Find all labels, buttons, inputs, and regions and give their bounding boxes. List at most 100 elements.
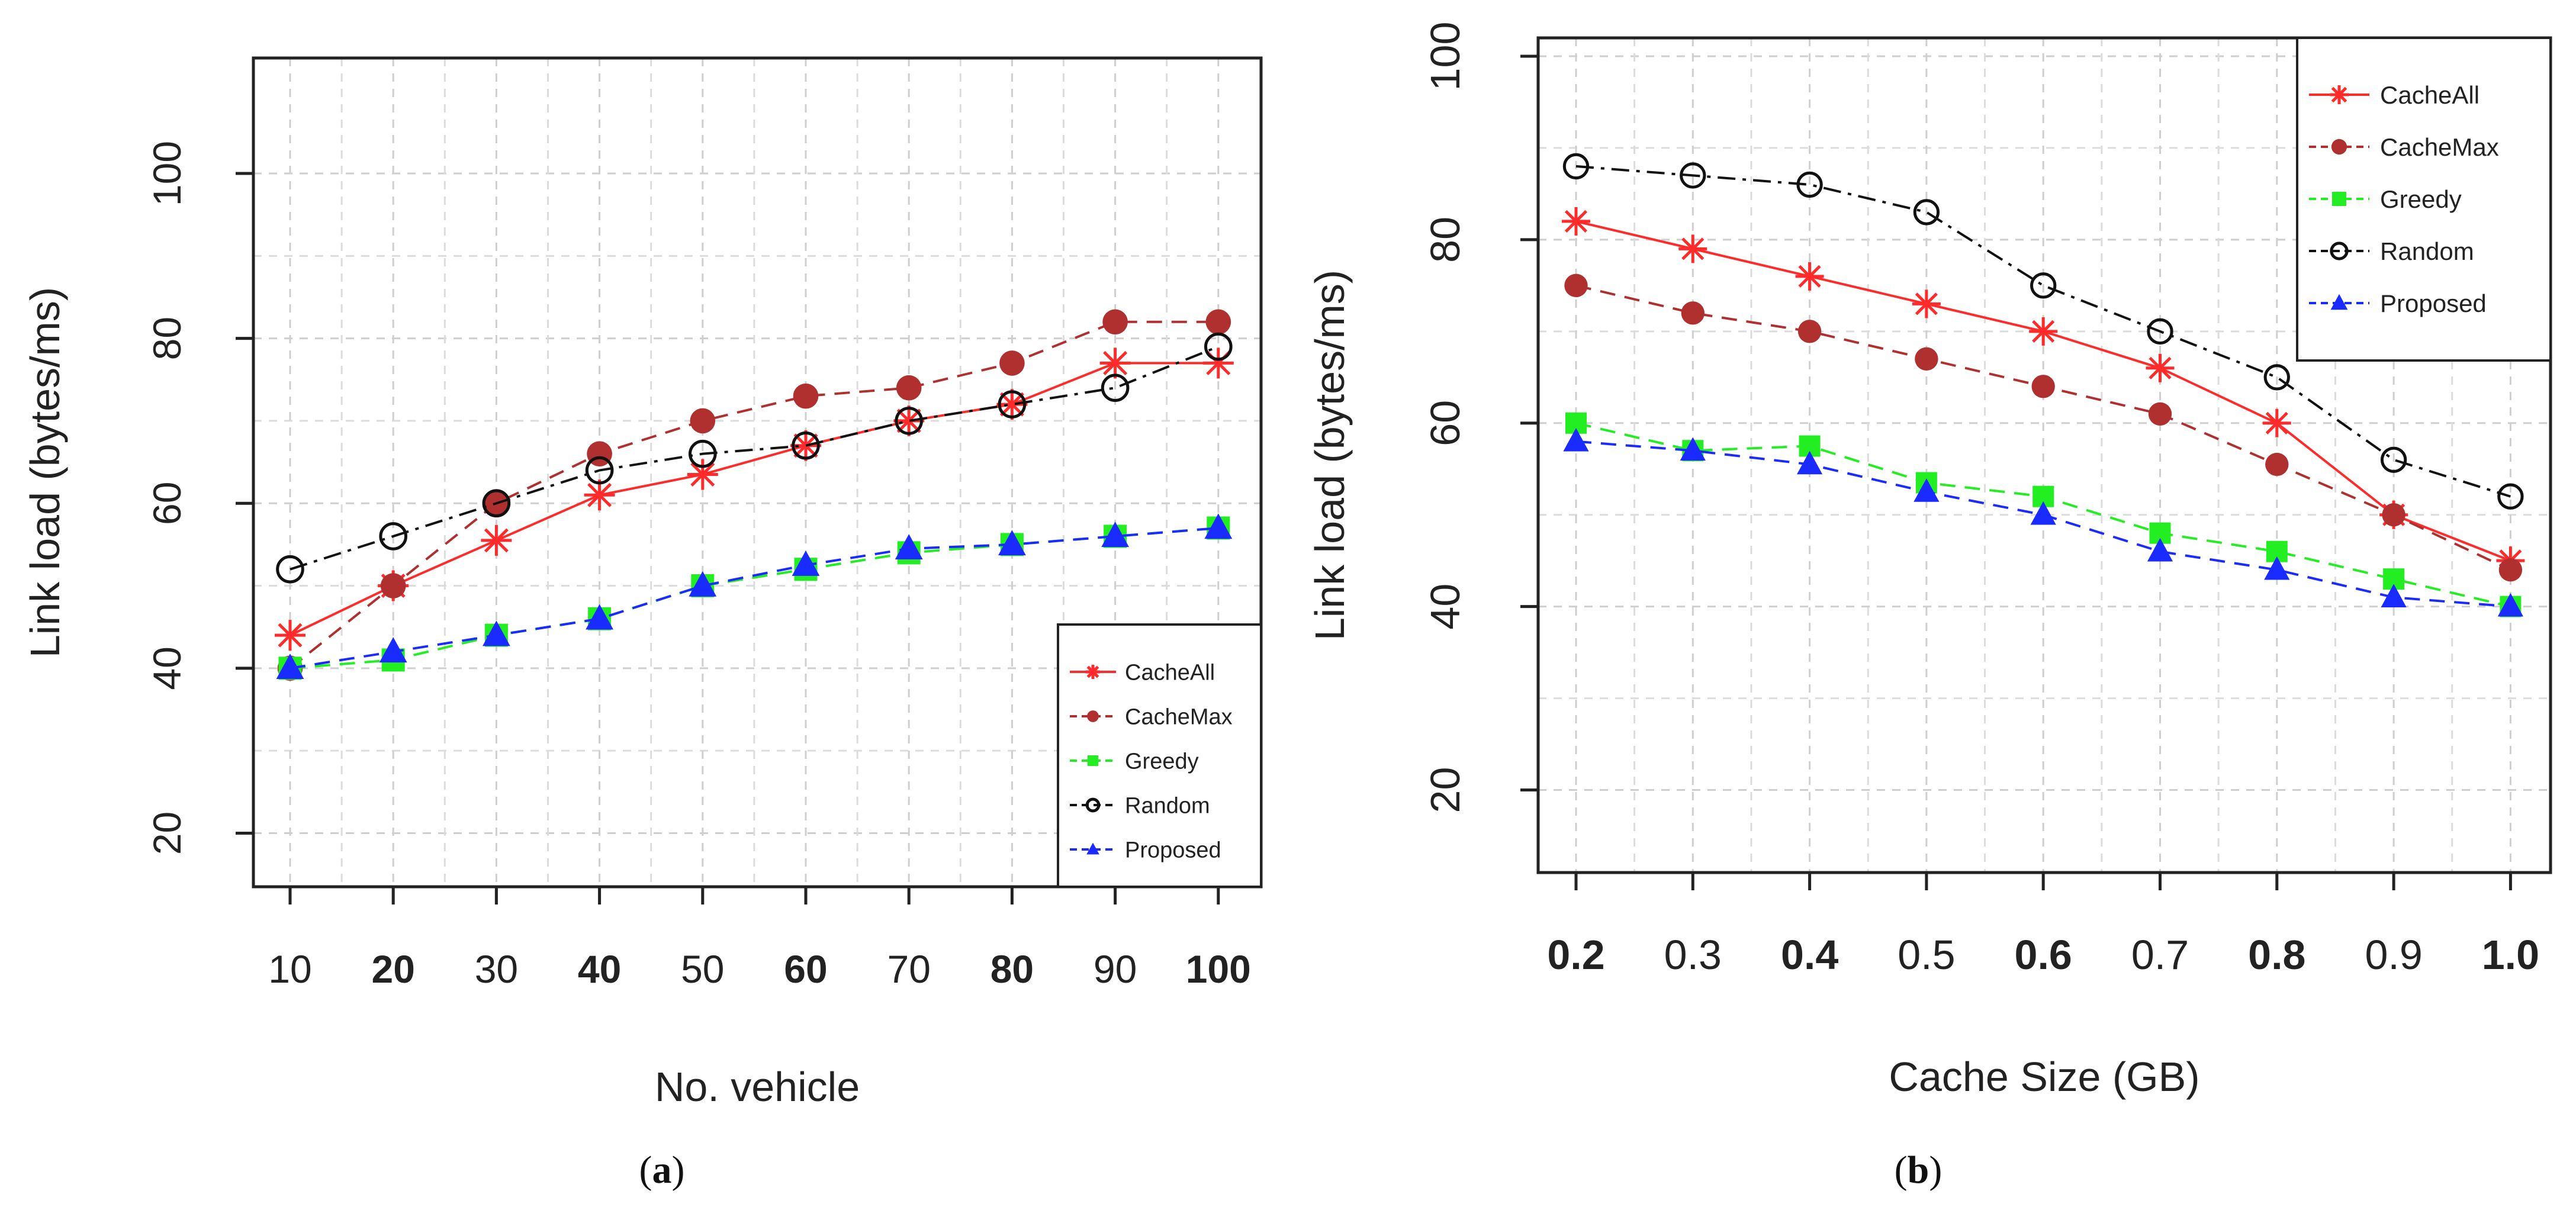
data-point bbox=[2146, 353, 2175, 382]
series-cachemax bbox=[277, 309, 1231, 681]
data-point bbox=[792, 431, 820, 460]
marker-shape bbox=[1681, 301, 1705, 325]
marker-shape bbox=[1562, 153, 1590, 180]
marker-stroke bbox=[2149, 356, 2172, 379]
data-point bbox=[1102, 309, 1128, 335]
data-point bbox=[483, 620, 510, 646]
data-point bbox=[482, 489, 511, 518]
legend-marker bbox=[2330, 242, 2349, 260]
marker-shape bbox=[689, 571, 717, 597]
data-point bbox=[690, 408, 716, 434]
y-tick-label: 80 bbox=[1422, 217, 1468, 263]
legend-marker bbox=[2330, 85, 2349, 104]
data-point bbox=[2148, 402, 2172, 426]
data-point bbox=[1913, 478, 1940, 502]
chart-panel-a: 10 20 30 40 50 60 70 80 90 100 20 40 60 80 100 No. vehi… bbox=[22, 56, 1263, 1192]
marker-stroke bbox=[587, 482, 612, 507]
caption-letter: a bbox=[652, 1148, 672, 1192]
legend-marker bbox=[1085, 797, 1101, 813]
series-random bbox=[1562, 153, 2524, 510]
marker-shape bbox=[2147, 318, 2173, 345]
data-point bbox=[793, 383, 819, 409]
x-tick-label: 80 bbox=[990, 947, 1034, 991]
data-point bbox=[275, 620, 305, 651]
y-axis-title: Link load (bytes/ms) bbox=[22, 287, 68, 658]
marker-shape bbox=[1913, 199, 1940, 226]
marker-shape bbox=[2147, 537, 2173, 562]
legend: CacheAll CacheMax Greedy Random Proposed bbox=[2296, 37, 2552, 362]
marker-shape bbox=[793, 383, 819, 409]
marker-shape bbox=[895, 407, 924, 435]
data-point bbox=[2147, 537, 2173, 562]
marker-shape bbox=[998, 390, 1027, 419]
x-tick-label: 0.6 bbox=[2015, 932, 2072, 978]
marker-shape bbox=[379, 522, 408, 551]
marker-shape bbox=[2330, 294, 2348, 310]
data-point bbox=[2030, 272, 2057, 299]
marker-shape bbox=[2332, 192, 2346, 206]
marker-shape bbox=[1101, 522, 1129, 548]
marker-stroke bbox=[1564, 210, 1588, 233]
data-point bbox=[586, 604, 613, 630]
data-point bbox=[1099, 347, 1131, 379]
marker-shape bbox=[1087, 710, 1099, 722]
marker-stroke bbox=[793, 433, 818, 458]
series-line bbox=[290, 527, 1218, 670]
data-point bbox=[689, 571, 717, 597]
marker-stroke bbox=[1798, 265, 1821, 288]
data-point bbox=[1562, 153, 1590, 180]
data-point bbox=[2380, 446, 2407, 473]
marker-shape bbox=[690, 408, 716, 434]
marker-shape bbox=[1797, 450, 1823, 475]
series-line bbox=[290, 362, 1218, 636]
data-point bbox=[584, 479, 615, 511]
data-point bbox=[2030, 501, 2056, 525]
x-tick-label: 30 bbox=[475, 947, 518, 991]
y-tick-label: 40 bbox=[145, 646, 189, 690]
legend-label: Proposed bbox=[2380, 289, 2487, 317]
marker-shape bbox=[2030, 501, 2056, 525]
data-point bbox=[2498, 558, 2523, 582]
x-tick-label: 90 bbox=[1094, 947, 1137, 991]
data-point bbox=[1913, 199, 1940, 226]
data-point bbox=[1563, 427, 1589, 452]
marker-stroke bbox=[1086, 665, 1099, 678]
marker-shape bbox=[2148, 402, 2172, 426]
legend-label: CacheMax bbox=[1125, 705, 1233, 730]
y-tick-label: 20 bbox=[145, 812, 189, 855]
marker-shape bbox=[1563, 427, 1589, 452]
marker-shape bbox=[1913, 478, 1940, 502]
data-point bbox=[792, 551, 820, 576]
marker-shape bbox=[792, 551, 820, 576]
marker-shape bbox=[1680, 437, 1706, 461]
marker-shape bbox=[1102, 309, 1128, 335]
marker-shape bbox=[585, 456, 614, 485]
y-axis-title: Link load (bytes/ms) bbox=[1307, 270, 1353, 640]
x-tick-label: 10 bbox=[268, 947, 311, 991]
x-axis-title: No. vehicle bbox=[655, 1064, 860, 1110]
data-point bbox=[2263, 364, 2290, 391]
marker-shape bbox=[2497, 593, 2523, 617]
data-point bbox=[998, 390, 1027, 419]
data-point bbox=[2031, 375, 2055, 398]
data-point bbox=[1562, 207, 1590, 236]
marker-shape bbox=[2031, 375, 2055, 398]
marker-shape bbox=[2264, 556, 2290, 580]
legend-marker bbox=[1087, 710, 1099, 722]
panel-caption: (a) bbox=[639, 1148, 685, 1192]
marker-shape bbox=[2265, 452, 2289, 477]
marker-stroke bbox=[1915, 292, 1938, 316]
marker-shape bbox=[2497, 483, 2524, 510]
data-point bbox=[2029, 317, 2058, 346]
data-point bbox=[1205, 309, 1231, 335]
x-tick-label: 0.2 bbox=[1547, 932, 1604, 978]
data-point bbox=[1680, 162, 1706, 189]
x-tick-label: 60 bbox=[784, 947, 827, 991]
legend-marker bbox=[2330, 294, 2348, 310]
caption-paren-open: ( bbox=[639, 1148, 652, 1192]
data-point bbox=[687, 459, 718, 490]
y-tick-label: 60 bbox=[1422, 400, 1468, 446]
marker-shape bbox=[276, 654, 304, 680]
marker-shape bbox=[2382, 503, 2405, 527]
